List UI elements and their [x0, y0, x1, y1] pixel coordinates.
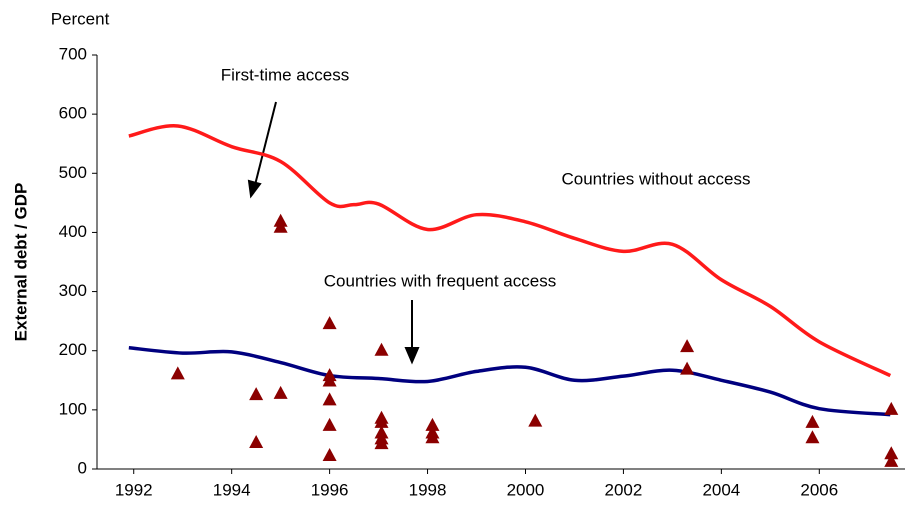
y-tick-label: 400 [59, 222, 87, 241]
triangle-marker [374, 436, 389, 450]
triangle-marker [374, 414, 389, 428]
triangle-marker [884, 401, 899, 415]
triangle-marker [680, 339, 695, 353]
triangle-marker [249, 387, 264, 401]
y-tick-label: 100 [59, 399, 87, 418]
y-tick-label: 600 [59, 104, 87, 123]
x-tick-label: 1998 [409, 480, 447, 499]
triangle-marker [374, 342, 389, 356]
triangle-marker [425, 417, 440, 431]
x-tick-label: 1994 [213, 480, 251, 499]
unit-label: Percent [51, 9, 110, 28]
x-tick-label: 1996 [311, 480, 349, 499]
x-tick-label: 2000 [507, 480, 545, 499]
arrow-head [247, 179, 262, 199]
x-tick-label: 1992 [115, 480, 153, 499]
triangle-marker [273, 385, 288, 399]
triangle-marker [322, 373, 337, 387]
triangle-marker [680, 361, 695, 375]
arrow [254, 101, 277, 186]
x-tick-label: 2004 [702, 480, 740, 499]
triangle-marker [805, 414, 820, 428]
line [128, 346, 891, 417]
triangle-marker [322, 392, 337, 406]
y-tick-label: 500 [59, 163, 87, 182]
annotation: Countries without access [562, 169, 751, 188]
y-tick-label: 0 [78, 458, 87, 477]
triangle-marker [249, 434, 264, 448]
annotation: First-time access [221, 65, 349, 84]
triangle-marker [322, 316, 337, 330]
line [128, 124, 892, 378]
y-axis-label: External debt / GDP [11, 183, 30, 342]
y-tick-label: 200 [59, 340, 87, 359]
x-tick-label: 2002 [605, 480, 643, 499]
triangle-marker [322, 447, 337, 461]
triangle-marker [170, 366, 185, 380]
y-tick-label: 700 [59, 44, 87, 63]
triangle-marker [805, 430, 820, 444]
arrows [247, 101, 420, 365]
annotation: Countries with frequent access [324, 271, 556, 290]
triangle-marker [425, 430, 440, 444]
triangle-marker [528, 413, 543, 427]
arrow-head [404, 347, 420, 365]
triangle-marker [884, 446, 899, 460]
x-tick-label: 2006 [800, 480, 838, 499]
triangle-marker [273, 219, 288, 233]
triangle-marker [884, 453, 899, 467]
triangle-marker [322, 417, 337, 431]
y-tick-label: 300 [59, 281, 87, 300]
